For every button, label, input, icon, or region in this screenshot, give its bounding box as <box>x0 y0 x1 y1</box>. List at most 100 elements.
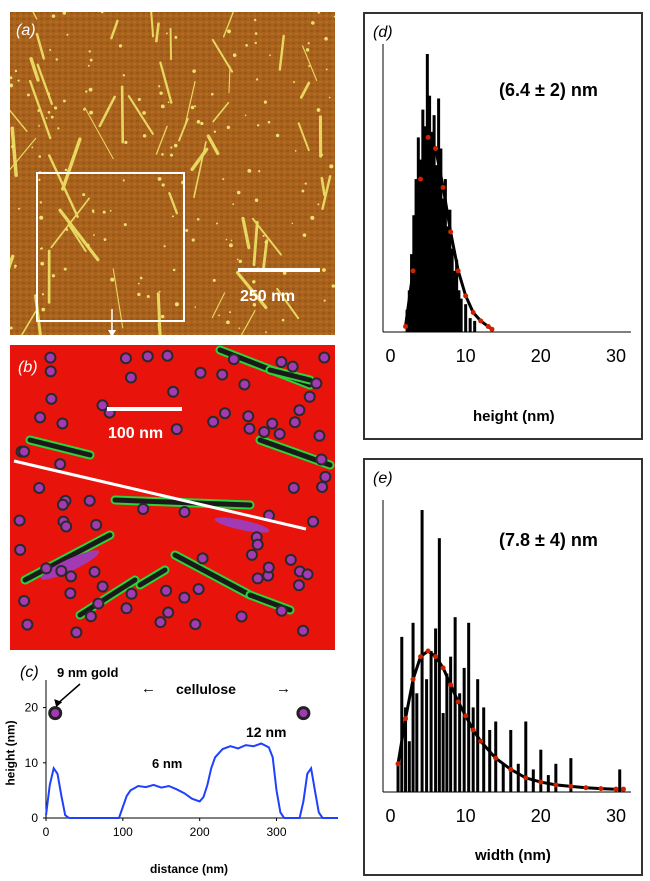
histogram-bar <box>416 137 420 332</box>
histogram-bar <box>428 95 432 332</box>
gold-particle <box>143 352 152 361</box>
gold-particle <box>252 280 256 284</box>
gold-particle <box>317 203 320 206</box>
gold-particle <box>110 277 115 282</box>
fit-point <box>493 755 499 761</box>
histogram-bar <box>445 673 449 792</box>
histogram-bar <box>434 628 438 792</box>
x-tick-label: 0 <box>386 806 396 826</box>
gold-particle <box>92 520 101 529</box>
fiber <box>29 57 40 82</box>
gold-particle <box>263 100 267 104</box>
fiber <box>228 65 231 93</box>
gold-particle <box>228 311 231 314</box>
gold-particle <box>11 145 15 149</box>
fit-point <box>478 738 484 744</box>
gold-particle <box>23 620 32 629</box>
histogram-bar <box>462 667 466 792</box>
gold-particle <box>216 222 219 225</box>
fit-point <box>425 134 431 140</box>
gold-particle <box>158 290 161 293</box>
gold-particle <box>85 90 88 93</box>
fit-point <box>433 146 439 152</box>
x-tick-label: 20 <box>531 346 551 366</box>
histogram-bar <box>452 270 456 332</box>
gold-particle <box>323 299 326 302</box>
gold-particle <box>247 169 252 173</box>
gold-arrow-head <box>54 699 63 708</box>
gold-particle <box>264 571 273 580</box>
gold-particle <box>218 314 221 317</box>
histogram-bar <box>443 179 447 332</box>
gold-particle <box>93 234 95 236</box>
gold-particle <box>191 238 195 242</box>
cellulose-right-arrow: → <box>276 680 291 697</box>
histogram-bar <box>509 729 513 792</box>
gold-particle <box>16 545 25 554</box>
gold-particle <box>312 379 321 388</box>
gold-particle <box>295 406 304 415</box>
fiber <box>299 81 311 99</box>
gold-particle <box>174 35 178 39</box>
profile-line <box>45 742 338 819</box>
gold-particle <box>315 431 324 440</box>
gold-particle <box>303 570 312 579</box>
gold-particle <box>226 320 230 325</box>
panel-d: (d) (6.4 ± 2) nm 0 10 20 30 height (nm) <box>363 12 643 440</box>
gold-particle <box>157 176 162 181</box>
histogram-bar <box>421 109 425 332</box>
gold-particle <box>160 314 165 319</box>
gold-particle <box>53 106 58 110</box>
fit-point <box>523 775 529 781</box>
gold-particle <box>89 110 94 115</box>
gold-particle <box>47 111 51 114</box>
x-tick-label: 0 <box>386 346 396 366</box>
gold-particle <box>167 101 170 104</box>
gold-particle <box>317 455 326 464</box>
panel-e-x-axis-label: width (nm) <box>475 847 551 864</box>
fiber <box>252 220 259 267</box>
histogram-bar <box>437 538 441 792</box>
fit-point <box>463 293 469 299</box>
gold-particle <box>166 32 168 35</box>
histogram-bar <box>446 226 450 332</box>
gold-particle <box>252 303 257 307</box>
gold-particle <box>14 266 16 269</box>
panel-d-x-axis-label: height (nm) <box>473 408 555 425</box>
panel-a-label: (a) <box>16 22 36 39</box>
fit-point <box>448 682 454 688</box>
fiber <box>58 208 100 262</box>
gold-particle <box>269 54 271 57</box>
histogram-bar <box>455 259 459 332</box>
fit-point <box>478 318 484 324</box>
gold-particle <box>200 121 204 126</box>
histogram-bar <box>457 290 461 332</box>
gold-particle <box>85 496 94 505</box>
gold-particle <box>163 245 166 248</box>
histogram-bar <box>415 693 419 792</box>
gold-particle <box>209 417 218 426</box>
x-tick-label: 200 <box>190 825 210 839</box>
gold-particle <box>161 183 165 187</box>
fit-point <box>470 310 476 316</box>
gold-particle <box>159 91 163 95</box>
gold-particle <box>225 238 228 241</box>
gold-particle <box>333 15 335 18</box>
gold-particle <box>316 108 321 112</box>
panel-e-label: (e) <box>373 470 393 487</box>
fiber <box>241 216 251 250</box>
fit-point <box>455 268 461 274</box>
gold-particle <box>267 120 271 124</box>
gold-particle <box>98 582 107 591</box>
fiber <box>10 109 28 132</box>
gold-particle <box>63 99 66 103</box>
peak-12-annotation: 12 nm <box>246 724 287 740</box>
fiber <box>112 497 253 508</box>
gold-particle <box>174 302 179 307</box>
gold-particle <box>86 243 90 247</box>
gold-particle <box>123 223 127 227</box>
gold-particle <box>325 68 328 71</box>
y-tick-label: 10 <box>25 756 39 770</box>
gold-particle <box>169 387 178 396</box>
fiber <box>36 63 54 106</box>
